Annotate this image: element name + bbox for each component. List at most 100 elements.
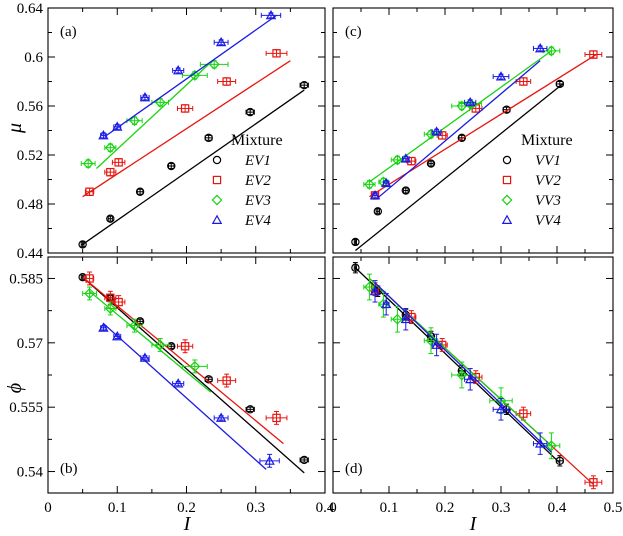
y-axis-label-mu: μ — [4, 123, 26, 134]
data-point — [85, 187, 94, 196]
y-tick-label: 0.56 — [17, 99, 44, 115]
legend-entry: EV1 — [244, 153, 271, 169]
x-tick-label: 0.2 — [177, 500, 196, 516]
panel-a: 0.44 0.48 0.52 0.56 0.6 0.64 (a) Mixture EV1 EV2 E… — [17, 1, 326, 262]
legend-marker — [502, 175, 512, 185]
data-point — [84, 288, 95, 299]
legend-entry: VV2 — [535, 173, 561, 189]
series-EV3 — [82, 286, 212, 393]
data-point — [351, 237, 360, 247]
series-EV2 — [82, 271, 288, 445]
data-point — [426, 159, 436, 168]
data-point — [82, 158, 94, 170]
data-point — [464, 373, 476, 384]
panel-b: 0 0.1 0.2 0.3 0.4 0.54 0.555 0.57 0.585 (b) — [9, 256, 335, 516]
y-tick-label: 0.54 — [17, 465, 44, 481]
y-tick-label: 0.48 — [17, 197, 43, 213]
data-point — [139, 352, 151, 362]
data-point — [246, 405, 255, 414]
data-point — [112, 121, 123, 131]
series-VV2 — [369, 50, 603, 200]
data-point — [300, 455, 309, 465]
data-point — [400, 313, 412, 324]
data-point — [391, 154, 403, 166]
data-point — [495, 403, 507, 414]
legend-marker — [502, 155, 512, 165]
data-point — [98, 129, 109, 140]
data-point — [215, 36, 227, 47]
series-EV3 — [80, 58, 229, 170]
data-point — [272, 413, 281, 423]
x-tick-label: 0 — [44, 500, 52, 516]
data-point — [380, 177, 392, 188]
data-point — [363, 178, 375, 190]
fit-line — [82, 276, 284, 445]
data-point — [431, 126, 442, 136]
legend-entry: VV4 — [535, 213, 561, 229]
x-tick-label: 0.1 — [380, 500, 399, 516]
data-point — [180, 104, 190, 113]
data-point — [167, 161, 176, 171]
panel-label: (b) — [60, 461, 78, 477]
data-point — [106, 293, 115, 302]
data-point — [380, 298, 392, 309]
data-point — [85, 274, 94, 283]
data-point — [222, 376, 231, 385]
x-axis-label-left: I — [183, 513, 192, 535]
fit-line — [82, 276, 305, 474]
x-tick-label: 0.3 — [246, 500, 265, 516]
data-point — [431, 339, 442, 349]
data-point — [106, 214, 115, 223]
legend-entry: VV1 — [535, 153, 561, 169]
data-point — [114, 297, 123, 307]
x-tick-label: 0 — [329, 500, 337, 516]
panel-label: (d) — [345, 461, 363, 477]
fit-line — [96, 63, 210, 169]
data-point — [373, 207, 382, 216]
legend-title: Mixture — [521, 132, 573, 149]
data-point — [407, 312, 416, 322]
x-tick-label: 0.3 — [492, 500, 511, 516]
fit-line — [104, 14, 277, 138]
legend-title: Mixture — [231, 132, 283, 149]
data-point — [363, 281, 375, 293]
data-point — [369, 189, 381, 200]
data-point — [519, 77, 528, 86]
data-point — [369, 285, 381, 296]
data-point — [114, 158, 123, 167]
data-point — [104, 303, 116, 314]
data-point — [401, 186, 410, 195]
legend-marker — [501, 214, 513, 224]
data-point — [215, 412, 227, 422]
data-point — [172, 65, 184, 75]
data-point — [464, 96, 476, 107]
series-VV4 — [369, 42, 548, 200]
y-tick-label: 0.6 — [24, 50, 43, 66]
series-VV4 — [369, 280, 552, 455]
data-point — [139, 91, 151, 102]
data-point — [180, 342, 190, 351]
data-point — [589, 50, 598, 59]
data-point — [456, 369, 468, 381]
data-point — [154, 339, 166, 351]
fit-line — [377, 60, 541, 199]
y-tick-label: 0.57 — [17, 336, 44, 352]
y-tick-label: 0.52 — [17, 148, 43, 164]
data-point — [172, 378, 184, 388]
data-point — [272, 49, 281, 58]
y-tick-label: 0.44 — [17, 246, 44, 262]
series-EV2 — [82, 49, 291, 198]
fit-line — [102, 323, 267, 470]
data-point — [351, 263, 360, 272]
legend: Mixture VV1 VV2 VV3 VV4 — [501, 132, 573, 229]
data-point — [129, 320, 141, 332]
data-point — [391, 313, 403, 325]
legend-entry: EV2 — [244, 173, 271, 189]
plot-frame — [47, 7, 326, 254]
data-point — [589, 478, 598, 487]
data-point — [135, 187, 145, 196]
x-tick-label: 0.4 — [548, 500, 567, 516]
data-point — [495, 71, 507, 81]
data-point — [400, 153, 412, 163]
data-point — [457, 133, 466, 143]
